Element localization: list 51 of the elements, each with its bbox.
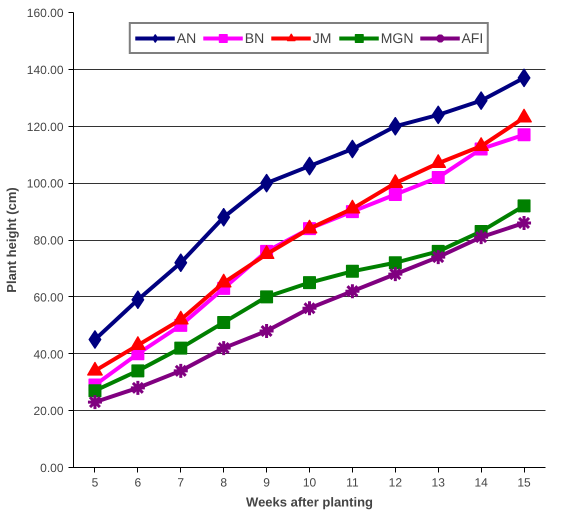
y-tick-label: 20.00 — [33, 404, 64, 418]
point — [388, 256, 402, 270]
point — [386, 266, 404, 283]
y-tick-label: 0.00 — [40, 461, 64, 475]
point — [301, 300, 318, 317]
x-tick-label: 5 — [92, 476, 99, 490]
point — [131, 364, 144, 378]
y-tick-label: 140.00 — [26, 62, 64, 77]
point — [215, 340, 232, 357]
legend-label: JM — [312, 30, 332, 46]
x-tick-label: 11 — [346, 476, 359, 490]
x-tick-label: 13 — [432, 476, 446, 490]
x-tick-label: 10 — [302, 476, 316, 490]
point — [217, 316, 230, 329]
point — [430, 248, 447, 266]
y-tick-label: 160.00 — [26, 6, 64, 20]
legend-label: AFI — [461, 30, 484, 46]
x-tick-label: 7 — [177, 476, 184, 490]
x-tick-label: 9 — [263, 476, 270, 490]
point — [260, 290, 274, 304]
point — [388, 188, 402, 201]
point — [344, 282, 361, 300]
x-tick-label: 8 — [220, 476, 228, 490]
x-tick-label: 15 — [517, 476, 532, 490]
point — [174, 342, 188, 355]
legend-label: AN — [176, 30, 197, 46]
x-tick-label: 6 — [134, 476, 142, 490]
legend-label: MGN — [380, 30, 414, 46]
y-tick-label: 100.00 — [26, 176, 64, 191]
point — [516, 214, 533, 232]
y-tick-label: 60.00 — [33, 290, 64, 304]
point — [346, 264, 359, 278]
x-tick-label: 12 — [388, 476, 402, 490]
point — [472, 228, 490, 246]
legend-label: BN — [244, 30, 265, 46]
point — [258, 322, 276, 340]
point — [432, 170, 445, 184]
point — [303, 276, 316, 290]
point — [86, 394, 104, 411]
y-tick-label: 120.00 — [26, 120, 64, 134]
y-tick-label: 40.00 — [33, 347, 64, 362]
x-axis-title: Weeks after planting — [246, 494, 374, 510]
point — [518, 128, 531, 142]
y-tick-label: 80.00 — [33, 234, 64, 248]
x-tick-label: 14 — [474, 476, 488, 490]
point — [518, 199, 531, 212]
point — [129, 379, 146, 396]
y-axis-title: Plant height (cm) — [4, 187, 19, 293]
point — [172, 362, 190, 380]
point — [346, 140, 359, 158]
point — [88, 384, 102, 398]
